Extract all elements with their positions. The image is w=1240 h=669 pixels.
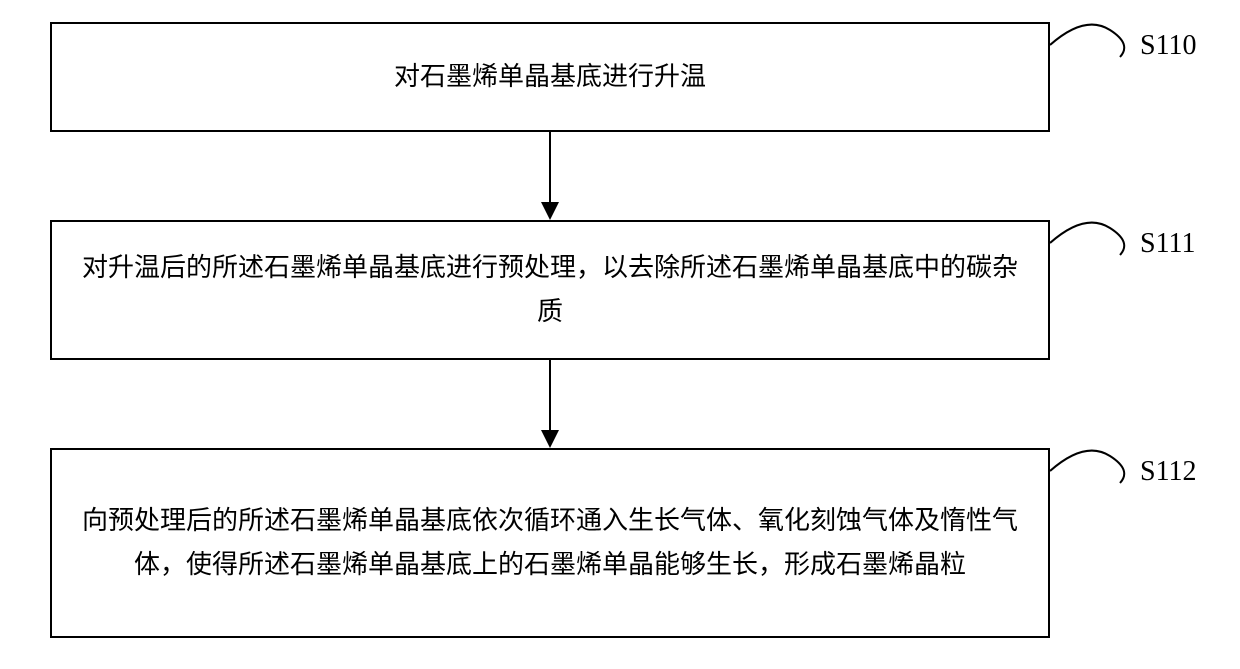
step-label-s112: S112 bbox=[1140, 456, 1197, 488]
step-label-s110: S110 bbox=[1140, 30, 1197, 62]
flowchart-canvas: 对石墨烯单晶基底进行升温 S110 对升温后的所述石墨烯单晶基底进行预处理，以去… bbox=[0, 0, 1240, 669]
step-box-s110: 对石墨烯单晶基底进行升温 bbox=[50, 22, 1050, 132]
step-text-s110: 对石墨烯单晶基底进行升温 bbox=[394, 55, 706, 99]
step-text-s111: 对升温后的所述石墨烯单晶基底进行预处理，以去除所述石墨烯单晶基底中的碳杂质 bbox=[82, 246, 1018, 334]
arrow-2-head bbox=[541, 430, 559, 448]
connector-s110 bbox=[1050, 22, 1140, 72]
connector-s112 bbox=[1050, 448, 1140, 498]
connector-s111 bbox=[1050, 220, 1140, 270]
step-text-s112: 向预处理后的所述石墨烯单晶基底依次循环通入生长气体、氧化刻蚀气体及惰性气体，使得… bbox=[82, 499, 1018, 587]
step-box-s112: 向预处理后的所述石墨烯单晶基底依次循环通入生长气体、氧化刻蚀气体及惰性气体，使得… bbox=[50, 448, 1050, 638]
arrow-1-head bbox=[541, 202, 559, 220]
arrow-1-stem bbox=[549, 132, 551, 202]
step-box-s111: 对升温后的所述石墨烯单晶基底进行预处理，以去除所述石墨烯单晶基底中的碳杂质 bbox=[50, 220, 1050, 360]
step-label-s111: S111 bbox=[1140, 228, 1196, 260]
arrow-2-stem bbox=[549, 360, 551, 430]
